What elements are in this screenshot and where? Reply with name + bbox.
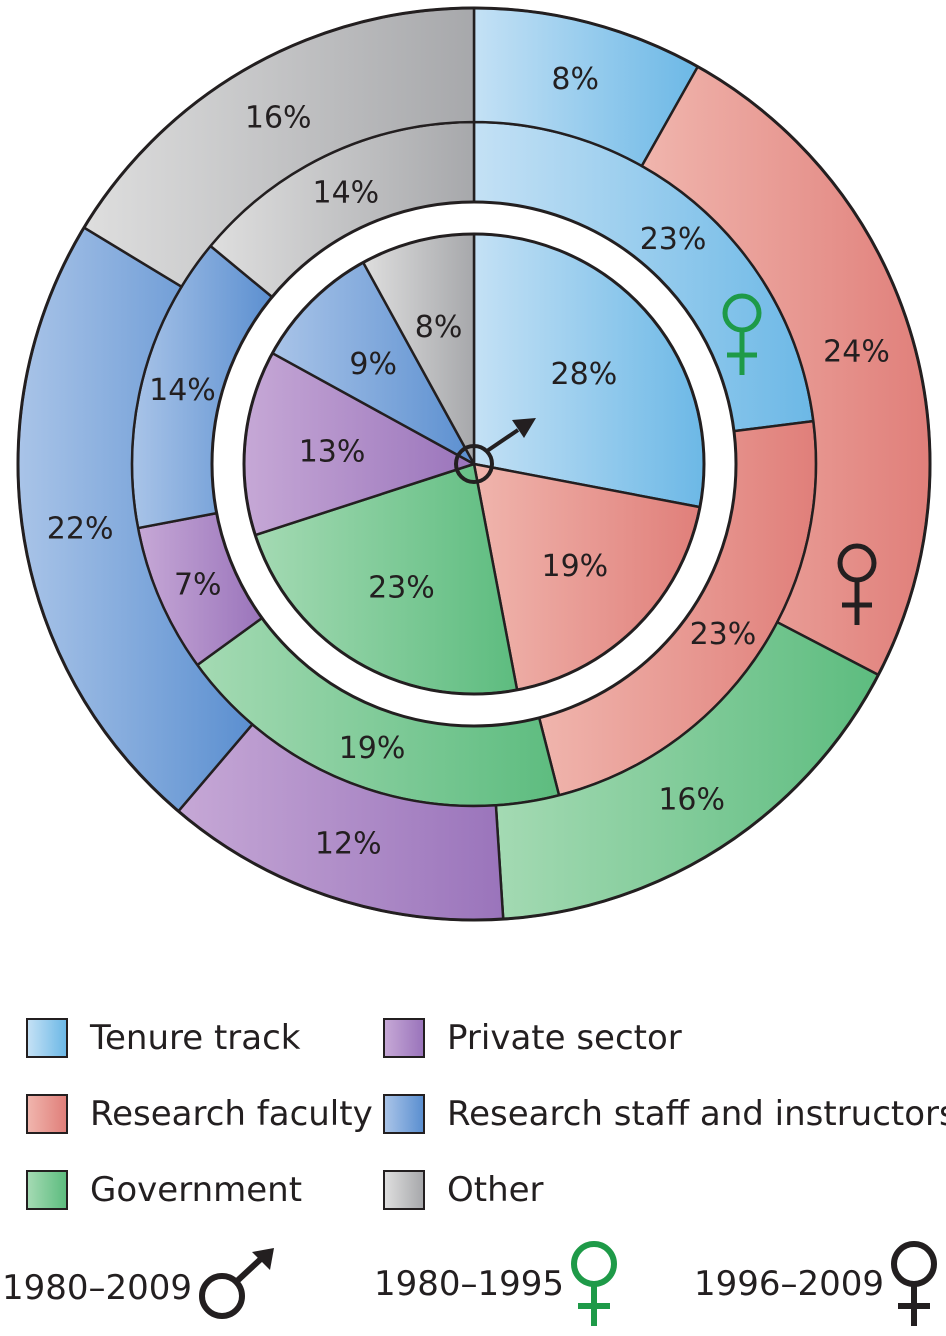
female-icon-ring3 xyxy=(837,543,877,625)
data-label-ring1-tenure-track: 28% xyxy=(551,357,618,392)
female-icon-ring2 xyxy=(722,293,762,375)
data-label-ring2-government: 19% xyxy=(339,731,406,766)
legend-item-government: Government xyxy=(26,1170,302,1210)
legend-label-research-staff: Research staff and instructors xyxy=(447,1094,946,1134)
data-label-ring3-research-faculty: 24% xyxy=(823,334,890,369)
period-1996-2009: 1996–2009 xyxy=(694,1234,944,1334)
data-label-ring1-other: 8% xyxy=(415,310,463,345)
data-label-ring3-research-staff-and-instructors: 22% xyxy=(47,512,114,547)
legend-label-other: Other xyxy=(447,1170,544,1210)
nested-donut-chart: 28% 19% 23% 13% 9% 8% 23% 23% 19% 7% 14% 14% 8% 24% 16… xyxy=(16,6,932,922)
data-label-ring3-government: 16% xyxy=(658,782,725,817)
legend-item-private-sector: Private sector xyxy=(383,1018,682,1058)
ring-outline-1 xyxy=(242,232,706,696)
legend-label-research-faculty: Research faculty xyxy=(90,1094,373,1134)
legend-label-tenure-track: Tenure track xyxy=(90,1018,301,1058)
ring-outline-2 xyxy=(210,200,738,728)
period-label-1980-1995: 1980–1995 xyxy=(374,1264,565,1304)
data-label-ring3-tenure-track: 8% xyxy=(551,62,599,97)
legend-label-private-sector: Private sector xyxy=(447,1018,682,1058)
legend-item-research-staff: Research staff and instructors xyxy=(383,1094,946,1134)
ring-outline-3 xyxy=(16,6,932,922)
legend-swatch-research-faculty xyxy=(26,1094,68,1134)
legend-swatch-government xyxy=(26,1170,68,1210)
data-label-ring2-research-faculty: 23% xyxy=(690,617,757,652)
legend-swatch-research-staff xyxy=(383,1094,425,1134)
male-icon-center xyxy=(454,418,536,484)
ring-separator xyxy=(212,202,736,726)
data-label-ring1-research-faculty: 19% xyxy=(541,549,608,584)
period-1980-1995: 1980–1995 xyxy=(374,1234,624,1334)
legend: Tenure track Research faculty Government… xyxy=(0,1010,946,1250)
legend-swatch-tenure-track xyxy=(26,1018,68,1058)
period-label-1980-2009: 1980–2009 xyxy=(2,1268,193,1308)
data-label-ring2-private-sector: 7% xyxy=(174,568,222,603)
data-label-ring1-research-staff-and-instructors: 9% xyxy=(349,347,397,382)
period-key: 1980–2009 1980–1995 1996–2009 xyxy=(0,1234,946,1334)
male-icon xyxy=(199,1248,275,1319)
period-label-1996-2009: 1996–2009 xyxy=(694,1264,885,1304)
data-label-ring1-government: 23% xyxy=(368,571,435,606)
data-label-ring2-research-staff-and-instructors: 14% xyxy=(149,373,216,408)
period-1980-2009: 1980–2009 xyxy=(2,1248,282,1328)
legend-item-other: Other xyxy=(383,1170,544,1210)
female-icon xyxy=(891,1241,938,1326)
legend-swatch-private-sector xyxy=(383,1018,425,1058)
female-icon xyxy=(571,1241,618,1326)
data-label-ring2-other: 14% xyxy=(312,176,379,211)
legend-item-tenure-track: Tenure track xyxy=(26,1018,301,1058)
data-label-ring3-other: 16% xyxy=(245,100,312,135)
legend-item-research-faculty: Research faculty xyxy=(26,1094,373,1134)
data-label-ring3-private-sector: 12% xyxy=(315,827,382,862)
legend-swatch-other xyxy=(383,1170,425,1210)
data-label-ring1-private-sector: 13% xyxy=(299,435,366,470)
data-label-ring2-tenure-track: 23% xyxy=(640,222,707,257)
legend-label-government: Government xyxy=(90,1170,303,1210)
